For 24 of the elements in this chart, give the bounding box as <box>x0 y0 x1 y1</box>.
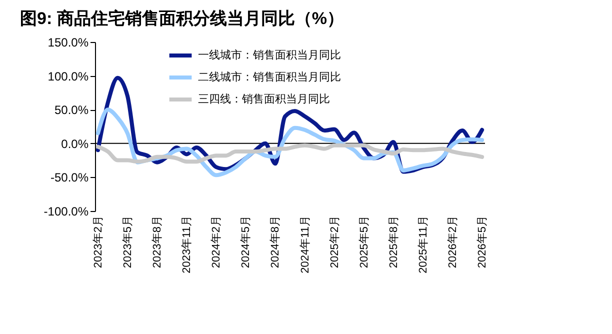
x-tick-label: 2026年5月 <box>476 216 489 268</box>
x-tick-label: 2023年8月 <box>152 216 164 268</box>
x-tick-label: 2024年2月 <box>210 216 223 268</box>
legend-label: 一线城市：销售面积当月同比 <box>198 48 341 62</box>
y-tick-label: 150.0% <box>48 36 89 50</box>
y-tick-label: -50.0% <box>50 170 89 185</box>
legend-label: 二线城市：销售面积当月同比 <box>198 70 341 84</box>
legend-label: 三四线：销售面积当月同比 <box>198 92 330 106</box>
y-tick-label: 0.0% <box>61 136 89 151</box>
x-tick-label: 2024年11月 <box>299 216 312 274</box>
chart-title: 图9: 商品住宅销售面积分线当月同比（%） <box>20 9 344 28</box>
x-tick-label: 2025年5月 <box>358 216 370 268</box>
x-tick-label: 2025年2月 <box>328 216 341 268</box>
x-tick-label: 2023年5月 <box>122 216 134 268</box>
x-tick-label: 2025年11月 <box>417 216 430 274</box>
x-tick-label: 2025年8月 <box>388 216 400 268</box>
x-tick-label: 2023年11月 <box>181 216 194 274</box>
x-tick-label: 2024年8月 <box>270 216 282 268</box>
x-tick-label: 2024年5月 <box>240 216 252 268</box>
y-tick-label: 100.0% <box>48 69 89 84</box>
x-tick-label: 2023年2月 <box>92 216 104 268</box>
y-tick-label: 50.0% <box>54 103 89 118</box>
y-tick-label: -100.0% <box>44 204 89 218</box>
x-tick-label: 2026年2月 <box>447 216 459 268</box>
